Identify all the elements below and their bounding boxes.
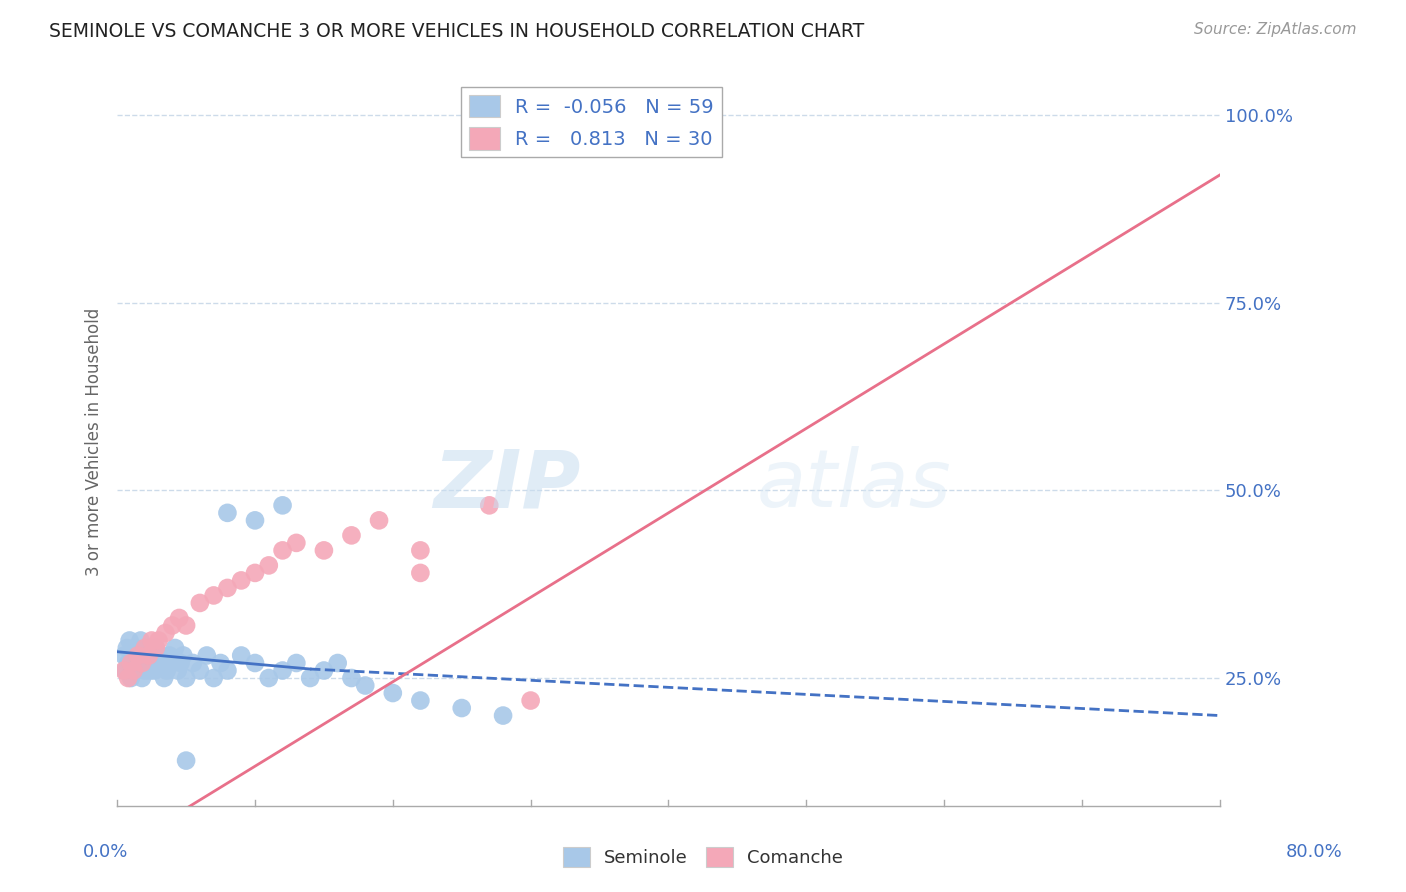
Point (368, 513, 391, 527)
Point (156, 664, 179, 678)
Point (231, 648, 253, 663)
Point (217, 506, 239, 520)
Point (354, 679, 377, 693)
Point (271, 664, 294, 678)
Point (135, 648, 157, 663)
Point (159, 648, 181, 663)
Point (114, 664, 136, 678)
Point (174, 671, 197, 685)
Point (148, 633, 170, 648)
Legend: R =  -0.056   N = 59, R =   0.813   N = 30: R = -0.056 N = 59, R = 0.813 N = 30 (461, 87, 721, 157)
Point (188, 596, 211, 610)
Point (231, 574, 253, 588)
Point (153, 671, 176, 685)
Point (174, 754, 197, 768)
Point (202, 671, 225, 685)
Point (117, 656, 139, 670)
Point (141, 656, 163, 670)
Point (129, 633, 152, 648)
Point (117, 671, 139, 685)
Point (243, 656, 266, 670)
Point (141, 633, 163, 648)
Point (312, 543, 335, 558)
Point (340, 671, 363, 685)
Point (138, 640, 160, 655)
Y-axis label: 3 or more Vehicles in Household: 3 or more Vehicles in Household (86, 308, 103, 575)
Point (122, 664, 145, 678)
Point (112, 648, 135, 663)
Point (243, 513, 266, 527)
Legend: Seminole, Comanche: Seminole, Comanche (555, 839, 851, 874)
Point (134, 664, 156, 678)
Point (131, 671, 153, 685)
Point (243, 566, 266, 580)
Point (209, 656, 232, 670)
Point (188, 664, 211, 678)
Point (166, 664, 188, 678)
Point (257, 671, 280, 685)
Point (285, 536, 308, 550)
Point (217, 664, 239, 678)
Text: 0.0%: 0.0% (83, 843, 128, 861)
Point (136, 656, 159, 670)
Point (150, 648, 173, 663)
Text: Source: ZipAtlas.com: Source: ZipAtlas.com (1194, 22, 1357, 37)
Point (340, 528, 363, 542)
Point (121, 648, 143, 663)
Point (115, 640, 138, 655)
Point (257, 558, 280, 573)
Point (169, 656, 191, 670)
Point (162, 656, 184, 670)
Point (450, 701, 472, 715)
Point (478, 499, 501, 513)
Point (134, 640, 156, 655)
Text: 80.0%: 80.0% (1286, 843, 1343, 861)
Point (195, 648, 218, 663)
Point (492, 708, 515, 723)
Point (172, 648, 194, 663)
Point (145, 640, 167, 655)
Point (271, 499, 294, 513)
Point (112, 664, 135, 678)
Point (409, 693, 432, 707)
Point (312, 664, 335, 678)
Point (120, 656, 142, 670)
Point (132, 656, 155, 670)
Point (326, 656, 349, 670)
Point (381, 686, 404, 700)
Point (202, 589, 225, 603)
Point (155, 626, 177, 640)
Text: SEMINOLE VS COMANCHE 3 OR MORE VEHICLES IN HOUSEHOLD CORRELATION CHART: SEMINOLE VS COMANCHE 3 OR MORE VEHICLES … (49, 22, 865, 41)
Point (122, 656, 145, 670)
Point (127, 648, 149, 663)
Point (125, 664, 148, 678)
Point (165, 640, 187, 655)
Point (143, 664, 166, 678)
Point (217, 581, 239, 595)
Point (181, 656, 204, 670)
Point (174, 618, 197, 632)
Point (162, 618, 184, 632)
Text: atlas: atlas (756, 446, 952, 524)
Point (271, 543, 294, 558)
Point (131, 656, 153, 670)
Point (285, 656, 308, 670)
Point (118, 633, 141, 648)
Point (120, 671, 142, 685)
Point (128, 656, 150, 670)
Point (148, 656, 170, 670)
Point (145, 640, 167, 655)
Point (142, 648, 165, 663)
Point (124, 640, 146, 655)
Point (409, 543, 432, 558)
Point (127, 648, 149, 663)
Point (138, 648, 160, 663)
Point (167, 611, 190, 625)
Point (519, 693, 541, 707)
Point (299, 671, 322, 685)
Point (139, 664, 162, 678)
Text: ZIP: ZIP (433, 446, 581, 524)
Point (409, 566, 432, 580)
